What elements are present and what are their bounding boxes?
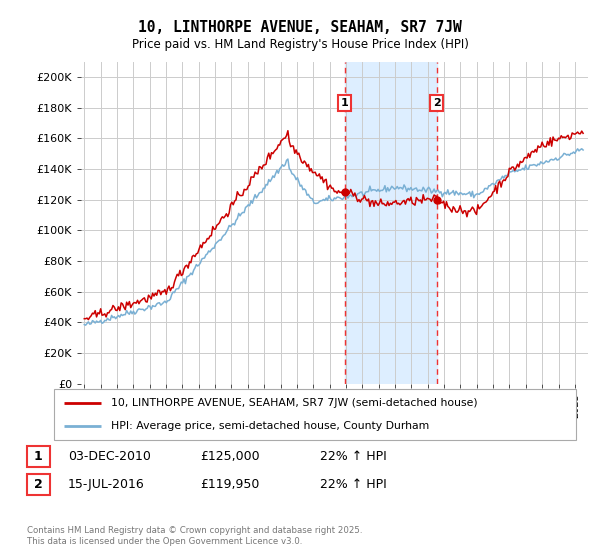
Text: 2: 2 xyxy=(34,478,43,491)
Text: £125,000: £125,000 xyxy=(200,450,259,463)
Text: 2: 2 xyxy=(433,98,440,108)
Text: 1: 1 xyxy=(34,450,43,463)
Text: £119,950: £119,950 xyxy=(200,478,259,491)
Text: 10, LINTHORPE AVENUE, SEAHAM, SR7 7JW (semi-detached house): 10, LINTHORPE AVENUE, SEAHAM, SR7 7JW (s… xyxy=(112,398,478,408)
FancyBboxPatch shape xyxy=(27,446,50,467)
Text: 1: 1 xyxy=(341,98,349,108)
Bar xyxy=(344,62,437,384)
Text: Contains HM Land Registry data © Crown copyright and database right 2025.
This d: Contains HM Land Registry data © Crown c… xyxy=(27,526,362,546)
FancyBboxPatch shape xyxy=(27,474,50,495)
Text: Price paid vs. HM Land Registry's House Price Index (HPI): Price paid vs. HM Land Registry's House … xyxy=(131,38,469,50)
Text: HPI: Average price, semi-detached house, County Durham: HPI: Average price, semi-detached house,… xyxy=(112,421,430,431)
Text: 15-JUL-2016: 15-JUL-2016 xyxy=(68,478,145,491)
Text: 22% ↑ HPI: 22% ↑ HPI xyxy=(320,450,386,463)
Text: 22% ↑ HPI: 22% ↑ HPI xyxy=(320,478,386,491)
Text: 10, LINTHORPE AVENUE, SEAHAM, SR7 7JW: 10, LINTHORPE AVENUE, SEAHAM, SR7 7JW xyxy=(138,20,462,35)
Text: 03-DEC-2010: 03-DEC-2010 xyxy=(68,450,151,463)
